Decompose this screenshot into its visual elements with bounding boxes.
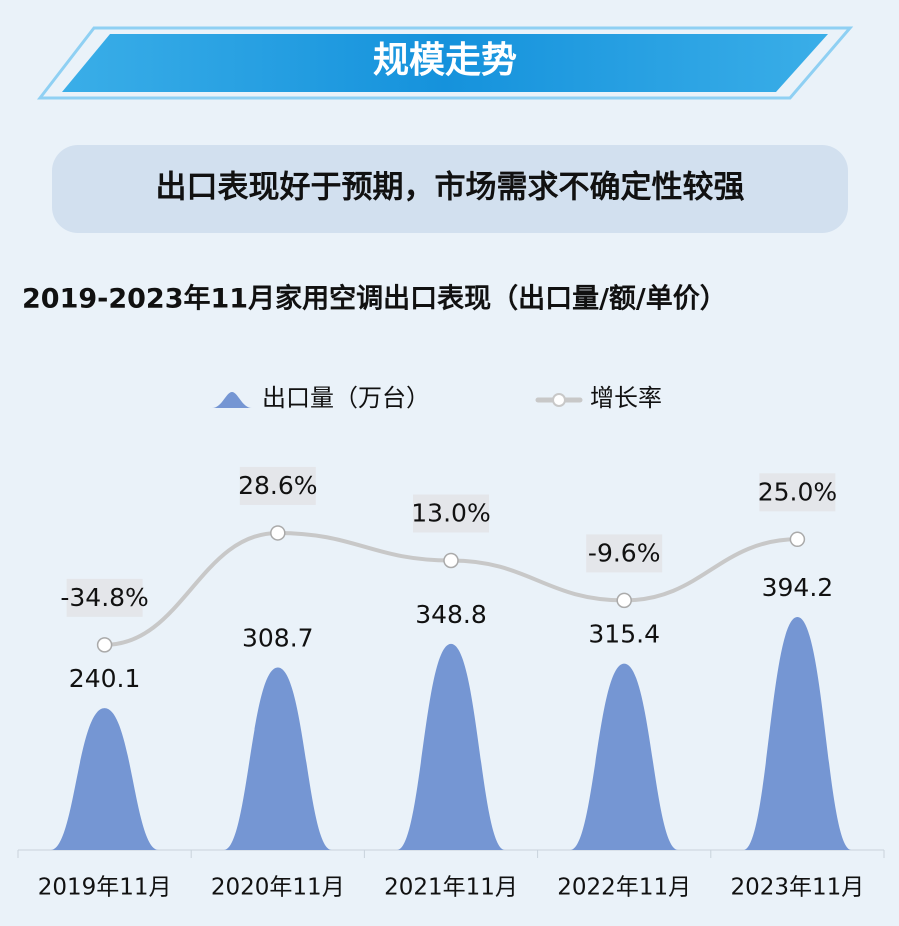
bar-value-label: 394.2 — [762, 573, 834, 602]
line-marker — [616, 592, 632, 609]
bar — [50, 708, 159, 850]
bar — [223, 667, 332, 850]
x-tick-label: 2019年11月 — [38, 875, 172, 901]
value-label-box — [413, 494, 489, 533]
bar — [397, 643, 505, 850]
subtitle-box — [52, 145, 848, 233]
line-value-label: 25.0% — [758, 477, 837, 506]
bar-value-label: 240.1 — [69, 664, 141, 693]
legend-label: 出口量（万台） — [262, 384, 430, 412]
x-tick-label: 2022年11月 — [557, 875, 691, 901]
legend-bar-icon — [212, 392, 252, 408]
banner — [62, 34, 828, 92]
line-value-label: 13.0% — [411, 498, 490, 527]
line-marker — [96, 637, 113, 653]
x-tick-label: 2020年11月 — [211, 875, 345, 901]
line-marker — [443, 552, 459, 569]
value-label-box — [586, 534, 663, 573]
legend-line-marker — [552, 393, 566, 407]
value-label-box — [759, 473, 836, 512]
line-marker — [270, 525, 286, 541]
line-value-label: 28.6% — [238, 471, 317, 500]
line-value-label: -9.6% — [588, 538, 661, 567]
bar — [743, 617, 852, 850]
subtitle: 出口表现好于预期，市场需求不确定性较强 — [156, 170, 745, 206]
x-tick-label: 2021年11月 — [384, 875, 518, 901]
bar — [570, 663, 679, 850]
banner-outline — [36, 26, 854, 100]
bar-value-label: 308.7 — [242, 624, 314, 653]
bar-value-label: 315.4 — [588, 620, 660, 649]
line-marker — [789, 531, 806, 548]
bar-value-label: 348.8 — [415, 600, 487, 629]
banner-title: 规模走势 — [373, 40, 517, 81]
chart-title: 2019-2023年11月家用空调出口表现（出口量/额/单价） — [22, 283, 727, 315]
x-tick-label: 2023年11月 — [730, 875, 864, 901]
line-value-label: -34.8% — [60, 583, 148, 612]
value-label-box — [239, 466, 316, 505]
value-label-box — [66, 578, 143, 617]
legend-label: 增长率 — [590, 384, 662, 412]
